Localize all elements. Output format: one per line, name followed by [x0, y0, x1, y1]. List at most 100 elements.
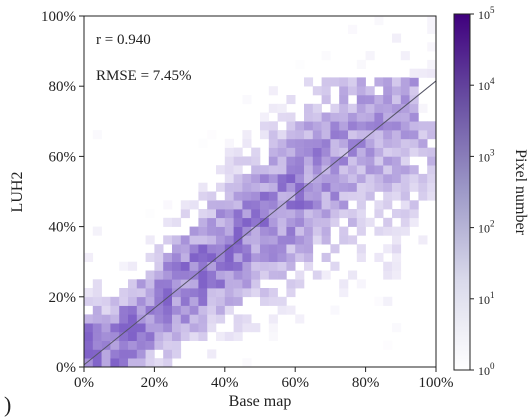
heatmap-cell	[260, 244, 270, 254]
heatmap-cell	[154, 279, 164, 289]
heatmap-cell	[268, 209, 278, 219]
heatmap-cell	[198, 279, 208, 289]
heatmap-cell	[84, 252, 94, 262]
heatmap-cell	[383, 138, 393, 148]
heatmap-cell	[295, 130, 305, 140]
heatmap-cell	[286, 244, 296, 254]
heatmap-cell	[119, 288, 129, 298]
plot-frame	[83, 15, 437, 368]
heatmap-cell	[374, 130, 384, 140]
colorbar-tick-label: 105	[478, 5, 495, 22]
heatmap-cell	[128, 331, 138, 341]
heatmap-cell	[251, 165, 261, 175]
heatmap-cell	[312, 226, 322, 236]
heatmap-cell	[277, 226, 287, 236]
heatmap-cell	[224, 217, 234, 227]
heatmap-cell	[356, 147, 366, 157]
heatmap-cell	[339, 165, 349, 175]
x-axis-label: Base map	[229, 393, 292, 410]
heatmap-cell	[374, 147, 384, 157]
heatmap-cell	[295, 121, 305, 131]
heatmap-cell	[400, 95, 410, 105]
heatmap-cell	[392, 95, 402, 105]
heatmap-cell	[427, 156, 437, 166]
heatmap-cell	[101, 296, 111, 306]
heatmap-cell	[207, 288, 217, 298]
heatmap-cell	[339, 200, 349, 210]
heatmap-cell	[145, 349, 155, 359]
heatmap-cell	[295, 59, 305, 69]
heatmap-cell	[365, 173, 375, 183]
heatmap-cell	[92, 279, 102, 289]
heatmap-cell	[268, 182, 278, 192]
heatmap-cell	[312, 103, 322, 113]
heatmap-cell	[295, 244, 305, 254]
heatmap-cell	[286, 121, 296, 131]
heatmap-cell	[216, 279, 226, 289]
heatmap-cell	[268, 173, 278, 183]
heatmap-cell	[392, 165, 402, 175]
heatmap-cell	[180, 331, 190, 341]
heatmap-cell	[295, 182, 305, 192]
heatmap-cell	[242, 279, 252, 289]
heatmap-cell	[277, 261, 287, 271]
heatmap-cell	[268, 323, 278, 333]
heatmap-cell	[304, 244, 314, 254]
heatmap-cell	[224, 200, 234, 210]
heatmap-cell	[92, 358, 102, 368]
heatmap-cell	[268, 252, 278, 262]
heatmap-cell	[392, 103, 402, 113]
heatmap-cell	[400, 103, 410, 113]
heatmap-cell	[418, 103, 428, 113]
heatmap-cell	[365, 95, 375, 105]
heatmap-cell	[207, 130, 217, 140]
heatmap-cell	[207, 279, 217, 289]
heatmap-cell	[365, 182, 375, 192]
heatmap-cell	[145, 252, 155, 262]
heatmap-cell	[180, 288, 190, 298]
heatmap-cell	[242, 244, 252, 254]
heatmap-cell	[189, 226, 199, 236]
heatmap-cell	[321, 191, 331, 201]
heatmap-cell	[260, 191, 270, 201]
colorbar-ticks: 100 101 102 103 104 105	[470, 5, 495, 378]
heatmap-cell	[348, 156, 358, 166]
heatmap-cell	[277, 209, 287, 219]
heatmap-cell	[233, 252, 243, 262]
heatmap-cell	[224, 279, 234, 289]
colorbar-tick-label: 101	[478, 290, 495, 307]
heatmap-cell	[321, 121, 331, 131]
heatmap-cell	[163, 331, 173, 341]
heatmap-cell	[251, 279, 261, 289]
heatmap-cell	[207, 217, 217, 227]
heatmap-cell	[330, 200, 340, 210]
heatmap-cell	[180, 200, 190, 210]
heatmap-cell	[251, 156, 261, 166]
heatmap-cell	[392, 86, 402, 96]
heatmap-cell	[268, 86, 278, 96]
heatmap-cell	[286, 217, 296, 227]
heatmap-cell	[277, 165, 287, 175]
heatmap-cell	[110, 340, 120, 350]
heatmap-cell	[356, 112, 366, 122]
heatmap-cell	[392, 182, 402, 192]
heatmap-cell	[312, 191, 322, 201]
heatmap-cell	[128, 340, 138, 350]
heatmap-cell	[374, 209, 384, 219]
heatmap-cell	[119, 261, 129, 271]
heatmap-cell	[251, 252, 261, 262]
heatmap-cell	[84, 349, 94, 359]
heatmap-cell	[189, 314, 199, 324]
heatmap-cell	[233, 226, 243, 236]
heatmap-cell	[233, 217, 243, 227]
heatmap-cell	[418, 138, 428, 148]
heatmap-cell	[365, 103, 375, 113]
heatmap-cell	[172, 305, 182, 315]
heatmap-cell	[172, 340, 182, 350]
heatmap-cell	[286, 138, 296, 148]
heatmap-cell	[207, 209, 217, 219]
heatmap-cell	[418, 173, 428, 183]
heatmap-cell	[348, 103, 358, 113]
heatmap-cell	[365, 138, 375, 148]
heatmap-cell	[242, 288, 252, 298]
